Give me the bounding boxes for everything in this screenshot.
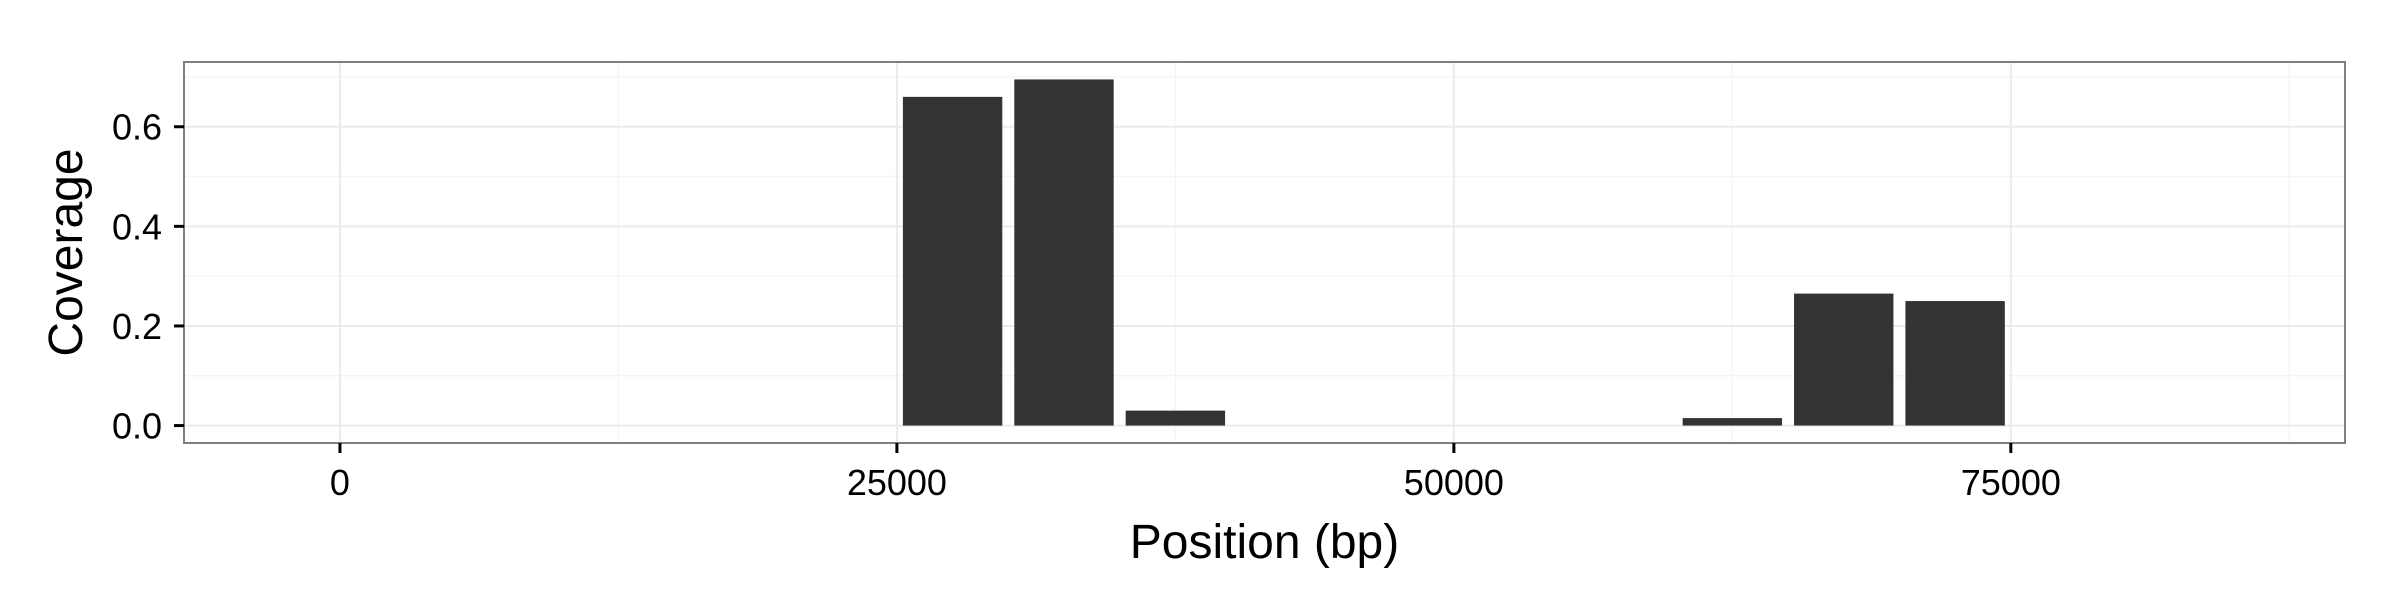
x-tick-label: 50000 [1404,462,1504,503]
bar [1682,418,1783,426]
major-grid [184,62,2345,443]
x-tick-label: 25000 [847,462,947,503]
y-axis-title: Coverage [40,148,93,356]
plot-panel-border [183,61,2346,444]
bar [1014,79,1114,426]
bar [902,96,1003,426]
bar [1125,410,1226,426]
y-tick-label: 0.0 [112,406,162,447]
y-tick-label: 0.4 [112,206,162,247]
minor-grid [184,62,2345,443]
bar [1905,301,2005,426]
y-tick-label: 0.2 [112,306,162,347]
y-tick-label: 0.6 [112,107,162,148]
bars [902,79,2005,426]
x-axis-title: Position (bp) [1130,516,1399,569]
x-tick-label: 0 [330,462,350,503]
y-axis: 0.0 0.2 0.4 0.6 [112,107,184,447]
x-axis: 0 25000 50000 75000 [330,443,2061,503]
bar [1794,293,1894,426]
x-tick-label: 75000 [1961,462,2061,503]
